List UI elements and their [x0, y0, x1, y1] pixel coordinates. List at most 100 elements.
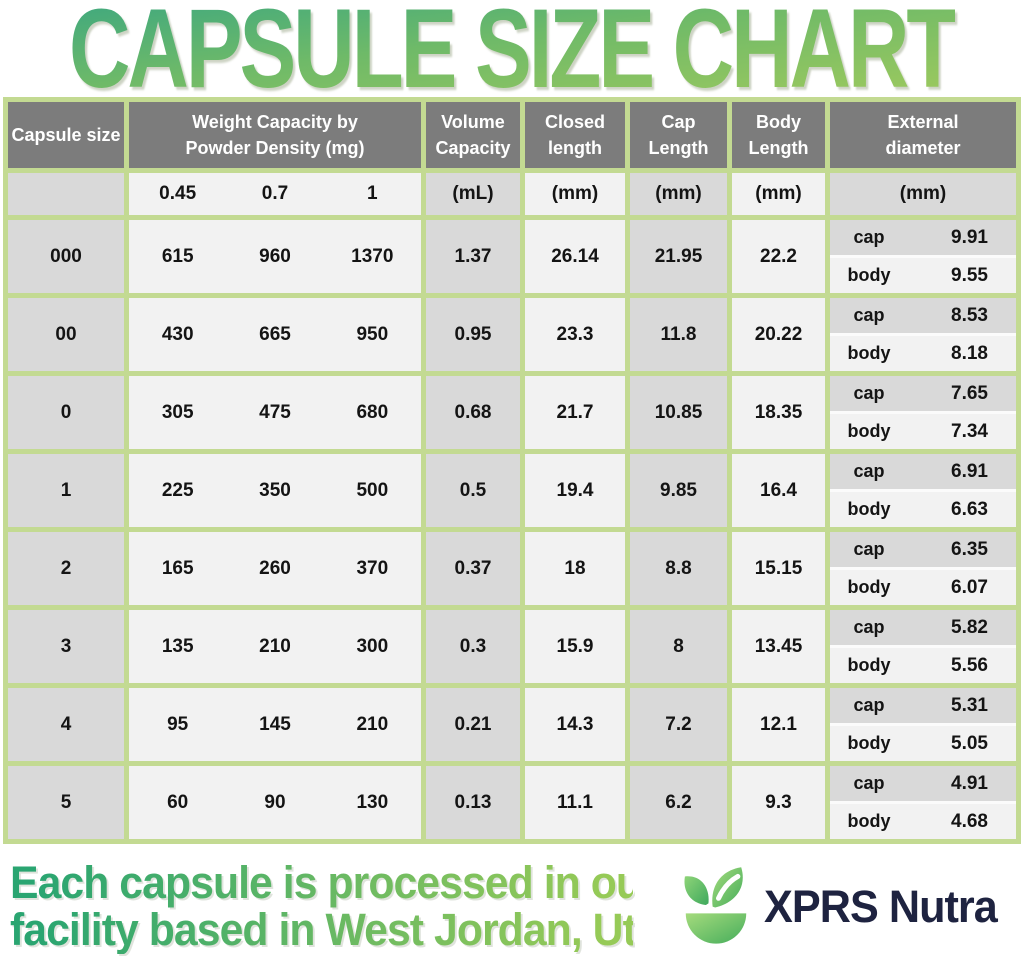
page-title: CAPSULE SIZE CHART [0, 0, 1024, 97]
external-diameter-cell: cap 7.65 body 7.34 [830, 376, 1016, 449]
weight-capacity-cell: 135 210 300 [129, 610, 421, 683]
closed-length-cell: 14.3 [525, 688, 625, 761]
footer-tagline-line2: facility based in West Jordan, Utah [10, 904, 684, 955]
brand: XPRS Nutra [674, 861, 1007, 954]
external-cap-label: cap [853, 461, 885, 481]
body-length-cell: 15.15 [732, 532, 825, 605]
weight-value-07: 350 [259, 479, 291, 501]
weight-value-045: 95 [167, 713, 189, 735]
header-closed-length: Closed length [525, 102, 625, 168]
closed-length-cell: 19.4 [525, 454, 625, 527]
capsule-size-value: 2 [60, 557, 72, 579]
weight-value-1: 370 [356, 557, 389, 579]
weight-value-045: 225 [161, 479, 194, 501]
external-body-label: body [847, 577, 891, 597]
external-cap-label: cap [853, 773, 885, 793]
weight-value-07: 210 [259, 635, 291, 657]
external-cap-label: cap [853, 227, 885, 247]
weight-value-045: 165 [161, 557, 194, 579]
weight-value-045: 135 [161, 635, 194, 657]
weight-value-1: 950 [356, 323, 389, 345]
cap-length-cell: 6.2 [630, 766, 727, 839]
capsule-size-cell: 2 [8, 532, 124, 605]
closed-length-cell: 18 [525, 532, 625, 605]
weight-value-07: 665 [259, 323, 291, 345]
external-body-value: 4.68 [951, 810, 988, 832]
external-diameter-cell: cap 6.91 body 6.63 [830, 454, 1016, 527]
body-length-cell: 9.3 [732, 766, 825, 839]
external-cap-value: 7.65 [951, 382, 988, 404]
weight-capacity-cell: 60 90 130 [129, 766, 421, 839]
body-length-cell: 12.1 [732, 688, 825, 761]
body-length-cell: 13.45 [732, 610, 825, 683]
body-length-cell: 16.4 [732, 454, 825, 527]
units-density-cell: 0.45 0.7 1 [129, 173, 421, 215]
capsule-size-value: 3 [60, 635, 72, 657]
external-cap-row: cap 6.35 [830, 532, 1016, 567]
external-cap-value: 8.53 [951, 304, 988, 326]
body-length-cell: 22.2 [732, 220, 825, 293]
weight-value-07: 145 [259, 713, 291, 735]
external-diameter-cell: cap 8.53 body 8.18 [830, 298, 1016, 371]
capsule-size-value: 000 [50, 245, 82, 267]
external-cap-row: cap 4.91 [830, 766, 1016, 801]
external-body-value: 9.55 [951, 264, 988, 286]
capsule-size-cell: 5 [8, 766, 124, 839]
external-cap-label: cap [853, 305, 885, 325]
header-weight-capacity: Weight Capacity by Powder Density (mg) [129, 102, 421, 168]
units-closed-cell: (mm) [525, 173, 625, 215]
capsule-size-value: 5 [60, 791, 72, 813]
cap-length-cell: 8 [630, 610, 727, 683]
weight-capacity-cell: 615 960 1370 [129, 220, 421, 293]
external-diameter-cell: cap 9.91 body 9.55 [830, 220, 1016, 293]
volume-capacity-cell: 0.37 [426, 532, 520, 605]
capsule-size-cell: 0 [8, 376, 124, 449]
closed-length-cell: 26.14 [525, 220, 625, 293]
cap-length-cell: 10.85 [630, 376, 727, 449]
header-external-line2: diameter [885, 138, 961, 158]
external-body-row: body 7.34 [830, 414, 1016, 449]
external-body-row: body 6.63 [830, 492, 1016, 527]
external-body-value: 6.63 [951, 498, 988, 520]
external-body-value: 5.05 [951, 732, 988, 754]
weight-value-045: 60 [167, 791, 189, 813]
external-cap-value: 5.31 [951, 694, 988, 716]
header-closed-line2: length [547, 138, 602, 158]
weight-value-07: 960 [259, 245, 291, 267]
closed-length-cell: 11.1 [525, 766, 625, 839]
header-body-line2: Length [748, 138, 809, 158]
weight-capacity-cell: 305 475 680 [129, 376, 421, 449]
closed-length-cell: 15.9 [525, 610, 625, 683]
external-body-value: 5.56 [951, 654, 988, 676]
external-cap-value: 6.91 [951, 460, 988, 482]
header-capsule-size: Capsule size [8, 102, 124, 168]
external-body-value: 8.18 [951, 342, 988, 364]
external-body-row: body 5.05 [830, 726, 1016, 761]
external-cap-row: cap 8.53 [830, 298, 1016, 333]
volume-capacity-cell: 0.21 [426, 688, 520, 761]
volume-capacity-cell: 0.95 [426, 298, 520, 371]
weight-capacity-cell: 225 350 500 [129, 454, 421, 527]
brand-name: XPRS Nutra [764, 881, 998, 932]
external-body-row: body 4.68 [830, 804, 1016, 839]
external-cap-value: 9.91 [951, 226, 988, 248]
units-external-cell: (mm) [830, 173, 1016, 215]
external-cap-row: cap 5.82 [830, 610, 1016, 645]
cap-length-cell: 8.8 [630, 532, 727, 605]
density-value-2: 0.7 [261, 183, 289, 204]
external-cap-row: cap 5.31 [830, 688, 1016, 723]
external-body-row: body 6.07 [830, 570, 1016, 605]
cap-length-cell: 11.8 [630, 298, 727, 371]
capsule-size-cell: 3 [8, 610, 124, 683]
cap-length-cell: 21.95 [630, 220, 727, 293]
external-diameter-cell: cap 6.35 body 6.07 [830, 532, 1016, 605]
weight-value-07: 90 [264, 791, 286, 813]
weight-capacity-cell: 165 260 370 [129, 532, 421, 605]
weight-value-1: 130 [356, 791, 389, 813]
units-volume-cell: (mL) [426, 173, 520, 215]
capsule-size-value: 1 [60, 479, 72, 501]
external-cap-label: cap [853, 539, 885, 559]
external-diameter-cell: cap 5.82 body 5.56 [830, 610, 1016, 683]
capsule-size-value: 4 [60, 713, 72, 735]
footer-tagline: Each capsule is processed in our facilit… [10, 860, 633, 954]
